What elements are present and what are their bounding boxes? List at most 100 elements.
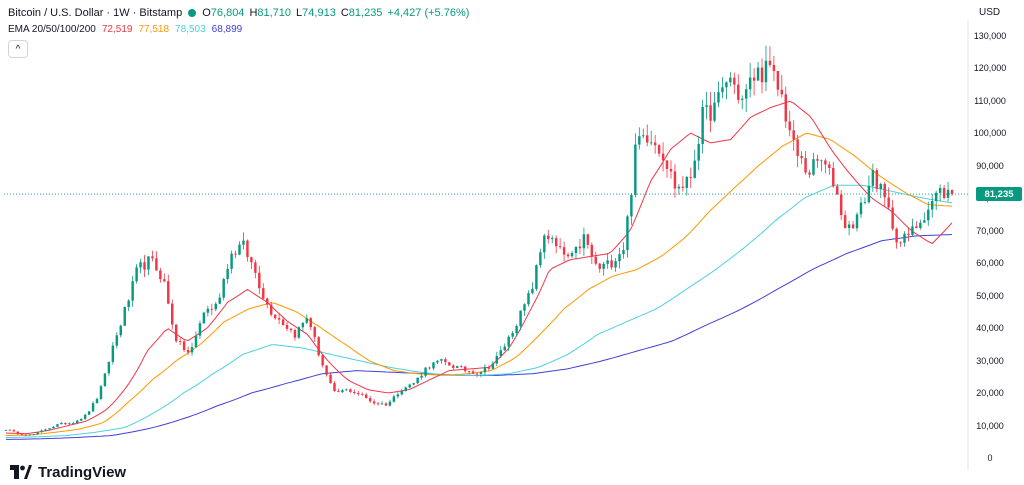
candle-body (293, 330, 297, 338)
candle-body (737, 84, 740, 100)
candle-body (824, 160, 827, 165)
candle-body (8, 429, 12, 431)
candle-body (167, 281, 170, 304)
candle-body (210, 308, 214, 310)
candle-body (721, 87, 724, 93)
candle-body (281, 319, 285, 325)
candle-body (717, 92, 720, 103)
candle-body (622, 250, 625, 255)
candle-body (574, 246, 578, 254)
candle-body (887, 197, 890, 208)
candle-body (899, 242, 902, 244)
candle-body (341, 390, 344, 392)
ema200-value: 68,899 (211, 23, 243, 35)
candle-body (4, 429, 8, 431)
y-tick-label: 20,000 (976, 388, 1004, 398)
candle-body (796, 139, 799, 157)
candle-body (143, 262, 146, 270)
candle-body (843, 215, 847, 229)
candle-body (171, 303, 174, 325)
y-tick-label: 120,000 (974, 63, 1007, 73)
candle-body (345, 389, 348, 391)
candle-body (178, 341, 182, 342)
candle-body (380, 403, 384, 405)
candle-body (895, 228, 898, 243)
candle-body (543, 235, 546, 253)
candle-body (535, 265, 538, 289)
candle-body (107, 361, 111, 374)
candle-body (847, 224, 851, 229)
high-value: 81,710 (257, 7, 292, 19)
candle-body (155, 258, 158, 271)
ema-label[interactable]: EMA 20/50/100/200 (8, 23, 96, 35)
ema50-value: 77,518 (138, 23, 170, 35)
candle-body (408, 384, 411, 388)
symbol-header: Bitcoin / U.S. Dollar · 1W · Bitstamp O … (8, 5, 474, 21)
candle-body (689, 176, 692, 178)
candle-body (24, 434, 27, 436)
candle-body (748, 77, 752, 90)
candle-body (879, 183, 882, 189)
candle-body (95, 398, 99, 404)
candle-body (709, 105, 712, 121)
candle-body (665, 160, 669, 169)
candle-body (875, 170, 879, 189)
y-tick-label: 130,000 (974, 31, 1007, 41)
last-price-label: 81,235 (976, 187, 1022, 201)
candle-body (198, 323, 202, 336)
candle-body (804, 158, 807, 173)
candle-body (820, 160, 823, 162)
candle-body (839, 194, 843, 216)
candle-body (368, 398, 372, 402)
candle-body (634, 144, 637, 195)
y-tick-label: 100,000 (974, 128, 1007, 138)
candle-body (317, 337, 320, 356)
candle-body (681, 186, 685, 188)
candle-body (836, 186, 839, 195)
candle-body (76, 420, 79, 423)
candle-body (938, 188, 942, 193)
candle-body (499, 350, 502, 356)
candle-body (760, 67, 764, 83)
candle-body (661, 153, 665, 161)
candle-body (242, 240, 245, 245)
candle-body (194, 335, 198, 348)
candle-body (12, 430, 16, 432)
candle-body (475, 373, 479, 375)
ema-legend: EMA 20/50/100/200 72,519 77,518 78,503 6… (8, 22, 248, 36)
collapse-legend-button[interactable]: ^ (8, 40, 28, 58)
candle-body (547, 235, 550, 240)
candle-body (669, 168, 673, 172)
candle-body (186, 350, 190, 353)
candle-body (36, 432, 39, 435)
candle-body (507, 336, 510, 347)
candle-body (139, 262, 142, 268)
candle-body (693, 160, 696, 178)
candle-body (384, 403, 388, 406)
chevron-up-icon: ^ (15, 43, 21, 55)
candle-body (646, 135, 649, 143)
candle-body (79, 418, 83, 421)
candle-body (582, 234, 586, 249)
currency-selector[interactable]: USD (979, 6, 1001, 18)
candle-body (357, 393, 360, 395)
symbol-title[interactable]: Bitcoin / U.S. Dollar · 1W · Bitstamp (8, 7, 183, 19)
candle-body (630, 194, 633, 217)
candle-body (495, 355, 499, 364)
candle-body (123, 307, 126, 326)
low-label: L (296, 7, 303, 19)
candle-body (519, 310, 522, 327)
candle-body (586, 234, 590, 245)
candle-body (531, 288, 534, 294)
candle-body (44, 429, 47, 431)
candle-body (412, 383, 415, 385)
candle-body (404, 387, 407, 391)
candle-body (729, 77, 732, 83)
candle-body (598, 263, 601, 269)
candle-body (147, 256, 150, 270)
candle-body (741, 98, 744, 100)
candle-body (907, 233, 910, 236)
candle-body (20, 434, 24, 436)
